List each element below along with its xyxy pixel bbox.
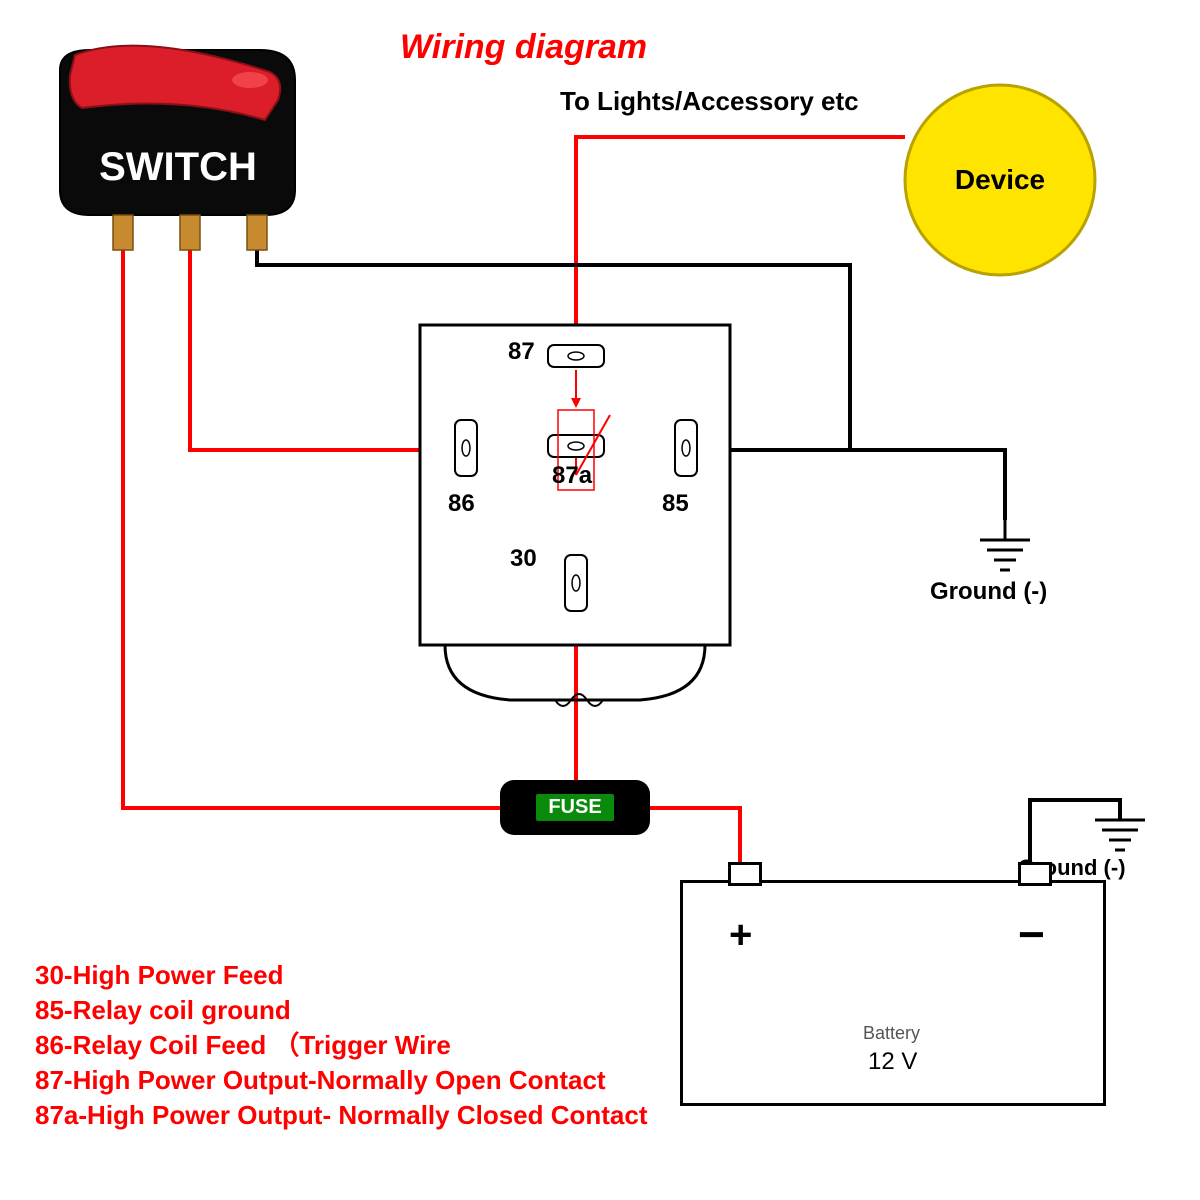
battery-label: Battery: [863, 1023, 920, 1044]
legend-line-87: 87-High Power Output-Normally Open Conta…: [35, 1063, 648, 1098]
legend-line-30: 30-High Power Feed: [35, 958, 648, 993]
battery-plus: +: [729, 913, 752, 958]
legend-line-86: 86-Relay Coil Feed （Trigger Wire: [35, 1028, 648, 1063]
ground-symbol-2: [1095, 820, 1145, 850]
wiring-diagram: Wiring diagram To Lights/Accessory etc: [0, 0, 1200, 1200]
pin-85-label: 85: [662, 490, 689, 518]
legend-line-87a: 87a-High Power Output- Normally Closed C…: [35, 1098, 648, 1133]
switch-label: SWITCH: [99, 145, 257, 189]
legend-line-85: 85-Relay coil ground: [35, 993, 648, 1028]
battery-pos-terminal: [728, 862, 762, 886]
device-label: Device: [905, 85, 1095, 275]
switch-icon: SWITCH: [60, 46, 295, 250]
device-text: Device: [955, 164, 1045, 196]
battery-box: + − Battery 12 V: [680, 880, 1106, 1106]
fuse-label: FUSE: [536, 794, 613, 821]
ground-1-label: Ground (-): [930, 578, 1047, 606]
pin-87a-label: 87a: [552, 462, 592, 490]
battery-neg-terminal: [1018, 862, 1052, 886]
pin-86-label: 86: [448, 490, 475, 518]
pin-87-label: 87: [508, 338, 535, 366]
legend-block: 30-High Power Feed 85-Relay coil ground …: [35, 958, 648, 1133]
battery-minus: −: [1018, 907, 1045, 961]
pin-30-label: 30: [510, 545, 537, 573]
fuse-box: FUSE: [500, 780, 650, 835]
battery-voltage: 12 V: [868, 1048, 917, 1076]
ground-symbol-1: [980, 520, 1030, 570]
